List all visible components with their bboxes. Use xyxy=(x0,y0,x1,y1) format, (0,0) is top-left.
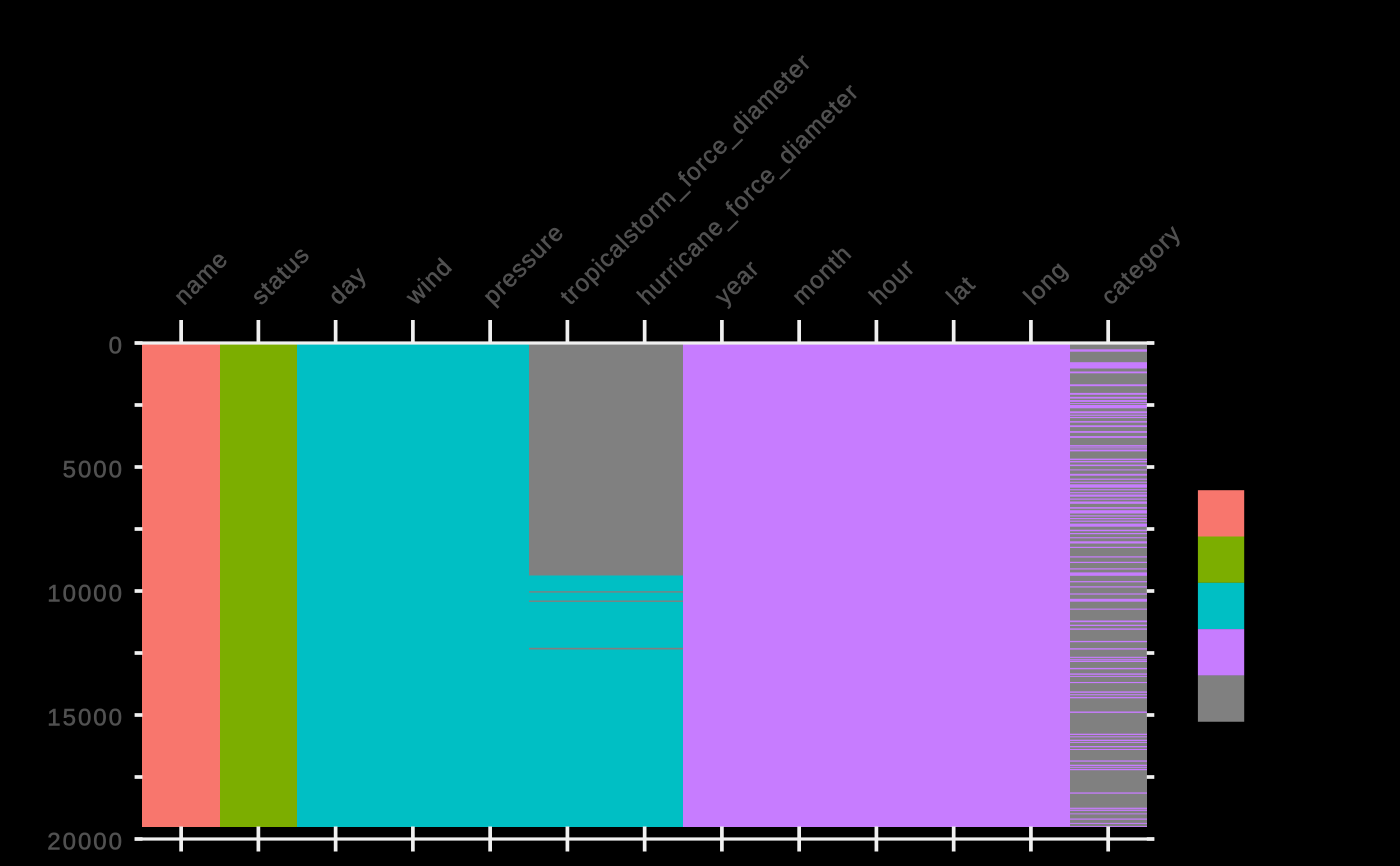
svg-text:10000: 10000 xyxy=(47,581,124,608)
svg-text:5000: 5000 xyxy=(63,457,124,484)
svg-text:0: 0 xyxy=(109,333,124,360)
svg-text:15000: 15000 xyxy=(47,705,124,732)
svg-text:20000: 20000 xyxy=(47,829,124,856)
